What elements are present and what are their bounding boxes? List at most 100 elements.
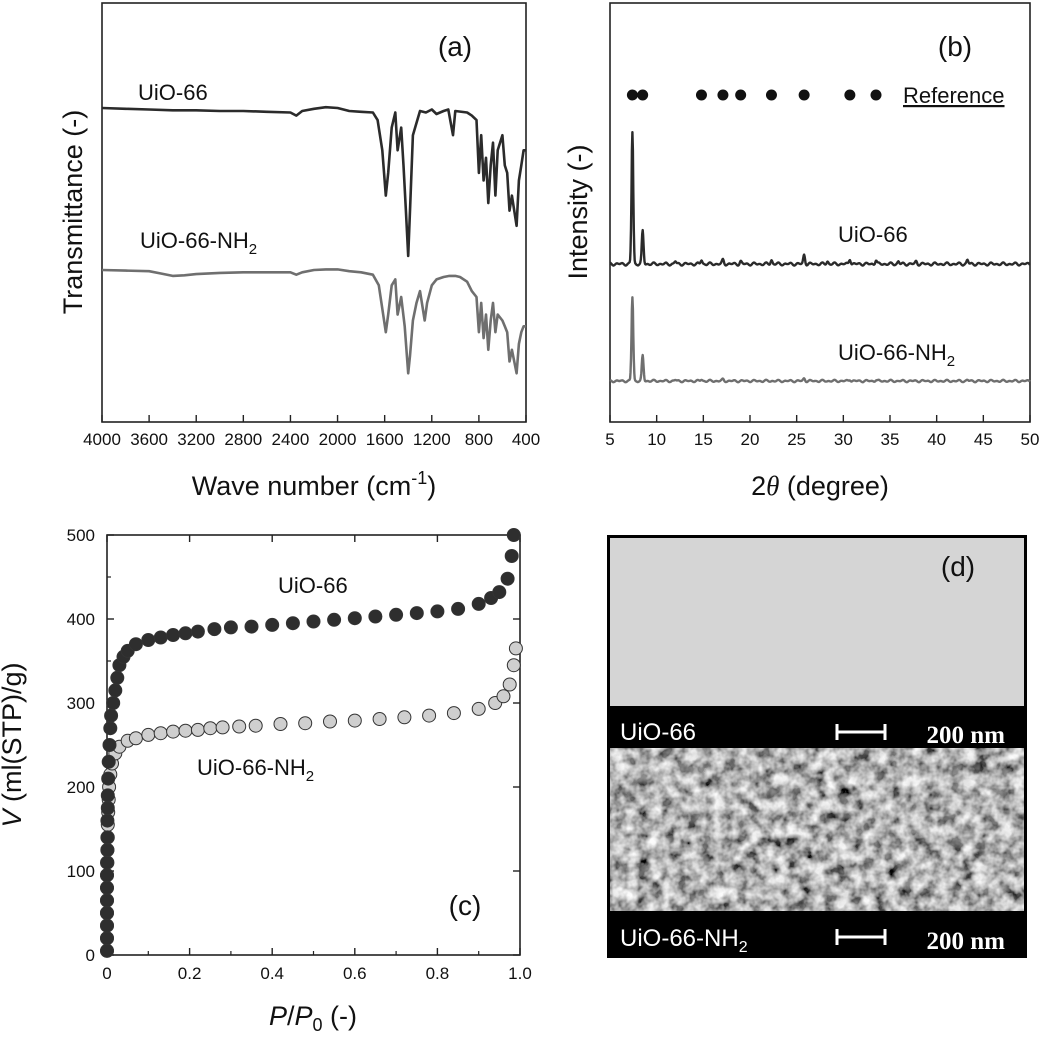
- data-point-uio66: [100, 931, 114, 946]
- y-tick-label-c: 300: [67, 694, 95, 713]
- data-point-uio66nh2: [422, 708, 437, 723]
- reference-peak-marker: [717, 89, 729, 101]
- x-tick-label-a: 400: [512, 430, 540, 449]
- data-point-uio66: [190, 624, 205, 639]
- x-tick-label-a: 1600: [366, 430, 404, 449]
- data-point-uio66nh2: [273, 717, 288, 731]
- series-group-c: [100, 528, 523, 958]
- scale-text-uio66nh2: 200 nm: [927, 928, 1006, 955]
- data-point-uio66: [104, 708, 119, 723]
- scale-bar-uio66nh2: [835, 929, 887, 945]
- panel-d: (d) UiO-66 200 nm UiO-66-NH2 200 nm: [607, 535, 1027, 958]
- data-point-uio66: [100, 801, 115, 815]
- sem-image-uio66: [610, 538, 1024, 706]
- x-tick-label-b: 5: [605, 430, 614, 449]
- data-point-uio66: [100, 943, 114, 958]
- data-point-uio66nh2: [153, 726, 168, 741]
- y-tick-label-c: 0: [86, 946, 95, 965]
- x-axis-label-a: Wave number (cm-1): [192, 468, 437, 501]
- sem-label-uio66: UiO-66: [620, 719, 696, 746]
- x-tick-label-a: 2400: [272, 430, 310, 449]
- data-point-uio66: [492, 585, 507, 600]
- data-point-uio66nh2: [178, 723, 193, 738]
- x-tick-label-a: 2000: [319, 430, 357, 449]
- data-point-uio66: [306, 614, 321, 629]
- x-tick-label-b: 40: [927, 430, 946, 449]
- panel-a: 4000 3600 3200 2800 2400 2000 1600 1200 800 400 (…: [58, 2, 540, 501]
- data-point-uio66: [103, 721, 118, 736]
- data-point-uio66nh2: [446, 706, 461, 721]
- x-tick-label-b: 20: [741, 430, 760, 449]
- plot-frame-b: [609, 2, 1031, 423]
- data-point-uio66: [101, 771, 116, 786]
- series-group-b: [609, 131, 1031, 384]
- data-point-uio66: [265, 617, 280, 632]
- x-axis-label-c: P/P0 (-): [269, 1001, 357, 1035]
- reference-peak-marker: [735, 89, 747, 101]
- x-tick-label-a: 2800: [224, 430, 262, 449]
- data-point-uio66nh2: [471, 701, 486, 716]
- data-point-uio66nh2: [248, 718, 263, 733]
- x-tick-label-b: 25: [787, 430, 806, 449]
- x-tick-label-a: 3600: [130, 430, 168, 449]
- data-point-uio66: [506, 528, 521, 542]
- axis-ticks-c: 0 0.2 0.4 0.6 0.8 1.0 0 100 200 300 400 500: [67, 526, 532, 983]
- data-point-uio66nh2: [323, 714, 337, 729]
- data-point-uio66: [100, 868, 114, 883]
- y-tick-label-c: 500: [67, 526, 95, 545]
- reference-peak-marker: [765, 89, 777, 101]
- data-point-uio66: [101, 754, 116, 769]
- panel-b: 5 10 15 20 25 30 35 40 45 50 (b) Reference UiO-66…: [563, 2, 1039, 501]
- data-point-uio66: [153, 630, 168, 645]
- y-axis-label-a: Transmittance (-): [58, 110, 88, 315]
- y-axis-label-b: Intensity (-): [563, 144, 593, 279]
- data-point-uio66nh2: [372, 712, 387, 726]
- data-point-uio66: [244, 619, 259, 634]
- data-point-uio66: [108, 683, 123, 698]
- data-point-uio66: [285, 616, 300, 631]
- series-line-uio66nh2-a: [101, 268, 526, 375]
- data-point-uio66: [100, 880, 114, 895]
- data-point-uio66nh2: [190, 722, 205, 737]
- data-point-uio66nh2: [203, 721, 218, 736]
- data-point-uio66nh2: [166, 724, 181, 739]
- x-axis-ticks-b: 5 10 15 20 25 30 35 40 45 50: [605, 415, 1039, 449]
- data-point-uio66: [327, 612, 342, 627]
- series-label-uio66-c: UiO-66: [278, 573, 348, 598]
- reference-peak-marker: [798, 89, 810, 101]
- data-point-uio66nh2: [232, 719, 247, 734]
- data-point-uio66nh2: [397, 710, 412, 725]
- x-tick-label-c: 1.0: [508, 964, 532, 983]
- data-point-uio66: [223, 620, 238, 635]
- x-tick-label-b: 30: [834, 430, 853, 449]
- y-tick-label-c: 400: [67, 610, 95, 629]
- data-point-uio66: [451, 601, 466, 616]
- y-tick-label-c: 200: [67, 778, 95, 797]
- scale-text-uio66: 200 nm: [927, 722, 1006, 749]
- data-point-uio66nh2: [128, 731, 143, 746]
- series-label-uio66-b: UiO-66: [838, 222, 908, 247]
- x-axis-ticks-a: 4000 3600 3200 2800 2400 2000 1600 1200 800 400: [83, 415, 540, 449]
- data-point-uio66: [100, 893, 114, 908]
- data-point-uio66nh2: [502, 677, 517, 692]
- panel-c: 0 0.2 0.4 0.6 0.8 1.0 0 100 200 300 400 500 (c) UiO…: [0, 526, 532, 1035]
- data-point-uio66: [500, 571, 515, 586]
- data-point-uio66: [166, 628, 181, 642]
- data-point-uio66: [504, 549, 519, 563]
- x-tick-label-a: 800: [465, 430, 493, 449]
- data-point-uio66: [430, 604, 445, 619]
- data-point-uio66nh2: [215, 720, 230, 735]
- data-point-uio66: [100, 813, 115, 828]
- x-tick-label-c: 0: [102, 964, 111, 983]
- data-point-uio66: [100, 906, 114, 920]
- x-tick-label-a: 4000: [83, 430, 121, 449]
- data-point-uio66: [178, 626, 193, 641]
- series-label-uio66-a: UiO-66: [138, 80, 208, 105]
- panel-label-a: (a): [438, 31, 472, 62]
- reference-label: Reference: [903, 83, 1005, 108]
- data-point-uio66: [110, 670, 125, 685]
- data-point-uio66nh2: [496, 689, 511, 704]
- panel-label-b: (b): [938, 31, 972, 62]
- data-point-uio66: [102, 738, 117, 752]
